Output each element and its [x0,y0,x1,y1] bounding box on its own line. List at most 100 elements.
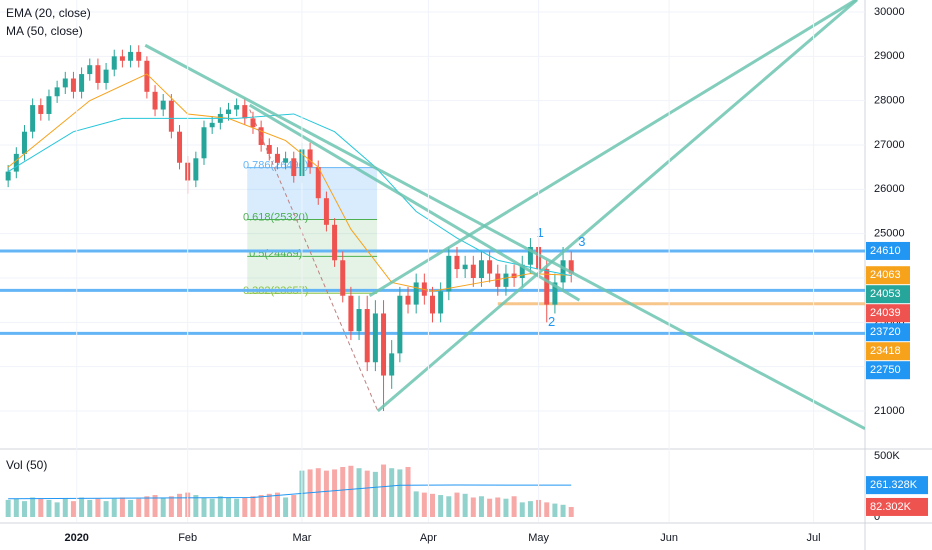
candle-body [70,78,76,92]
candle-body [495,273,501,287]
volume-bar [177,493,183,517]
candle-body [356,309,362,332]
volume-bar [495,497,501,517]
trend-line [368,0,859,298]
candle-body [487,260,493,274]
candle-body [511,273,517,278]
volume-bar [364,470,370,517]
candle-body [470,264,476,278]
candle-body [201,127,207,159]
volume-bar [446,496,452,517]
volume-bar [315,468,321,517]
y-tick-label: 26000 [874,183,905,195]
volume-bar [552,503,558,517]
price-label: 24053 [870,288,901,300]
candle-body [225,109,231,114]
candle-body [103,69,109,83]
volume-bar [470,497,476,517]
price-label-bg [866,323,910,342]
candle-body [209,122,215,128]
candle-body [503,273,509,287]
candle-body [79,74,85,92]
volume-bar [323,470,329,517]
candle-body [144,60,150,92]
volume-bar [168,496,174,517]
volume-ma-line [8,484,572,500]
candle-body [30,105,36,132]
volume-bar [144,496,150,517]
price-label: 24610 [870,245,901,257]
price-label: 22750 [870,364,901,376]
candle-body [274,153,280,163]
volume-bar [372,471,378,517]
x-tick-label: Apr [420,532,437,544]
candle-body [446,255,452,292]
price-label-bg [866,266,910,285]
legend-entry: MA (50, close) [6,24,83,38]
volume-title: Vol (50) [6,458,47,472]
volume-bar [413,491,419,517]
candle-body [568,260,574,274]
indicator-line [7,73,572,292]
volume-bar [258,495,264,517]
y-tick-label: 25000 [874,228,905,240]
candle-body [462,264,468,270]
annotation: 2 [548,314,555,329]
volume-bar [487,498,493,517]
x-tick-label: Mar [292,532,311,544]
candle-body [397,295,403,354]
volume-bar [217,496,223,517]
price-label-bg [866,342,910,361]
volume-bar [283,497,289,517]
trend-line [376,0,858,413]
x-tick-label: Feb [178,532,197,544]
volume-bar [79,497,85,517]
x-tick-label: Jun [660,532,678,544]
volume-bar [95,498,101,517]
volume-bar [356,468,362,517]
volume-bar [193,495,199,517]
candle-body [552,282,558,305]
volume-bar [527,501,533,517]
price-label: 24039 [870,307,901,319]
price-label-bg [866,241,910,260]
candle-body [519,264,525,278]
candle-body [405,295,411,305]
price-label-bg [866,285,910,304]
candle-body [323,198,329,225]
volume-bar [454,492,460,517]
candle-body [315,167,321,199]
volume-bar [209,498,215,517]
candle-body [193,158,199,181]
volume-bar [21,501,27,517]
x-tick-label: 2020 [64,532,88,544]
volume-label-bg [866,497,928,516]
candle-body [177,131,183,163]
candle-body [372,313,378,363]
volume-bar [332,469,338,517]
volume-bar [128,499,134,517]
price-label: 23720 [870,326,901,338]
trend-line [248,103,581,302]
candle-body [430,295,435,314]
candle-body [128,51,134,61]
volume-bar [511,496,517,517]
volume-bar [266,493,272,517]
candle-body [152,91,158,110]
candle-body [413,282,419,305]
volume-bar [438,495,444,517]
candle-body [291,158,297,177]
volume-bar [478,496,484,517]
price-label: 24063 [870,269,901,281]
trend-line [144,43,865,431]
volume-bar [274,492,280,517]
y-tick-label: 28000 [874,95,905,107]
volume-bar [430,493,435,517]
candle-body [136,51,142,61]
volume-bar [544,502,550,517]
candle-body [62,78,68,88]
candle-body [332,224,338,261]
candle-body [307,149,313,168]
volume-bar [119,497,125,517]
